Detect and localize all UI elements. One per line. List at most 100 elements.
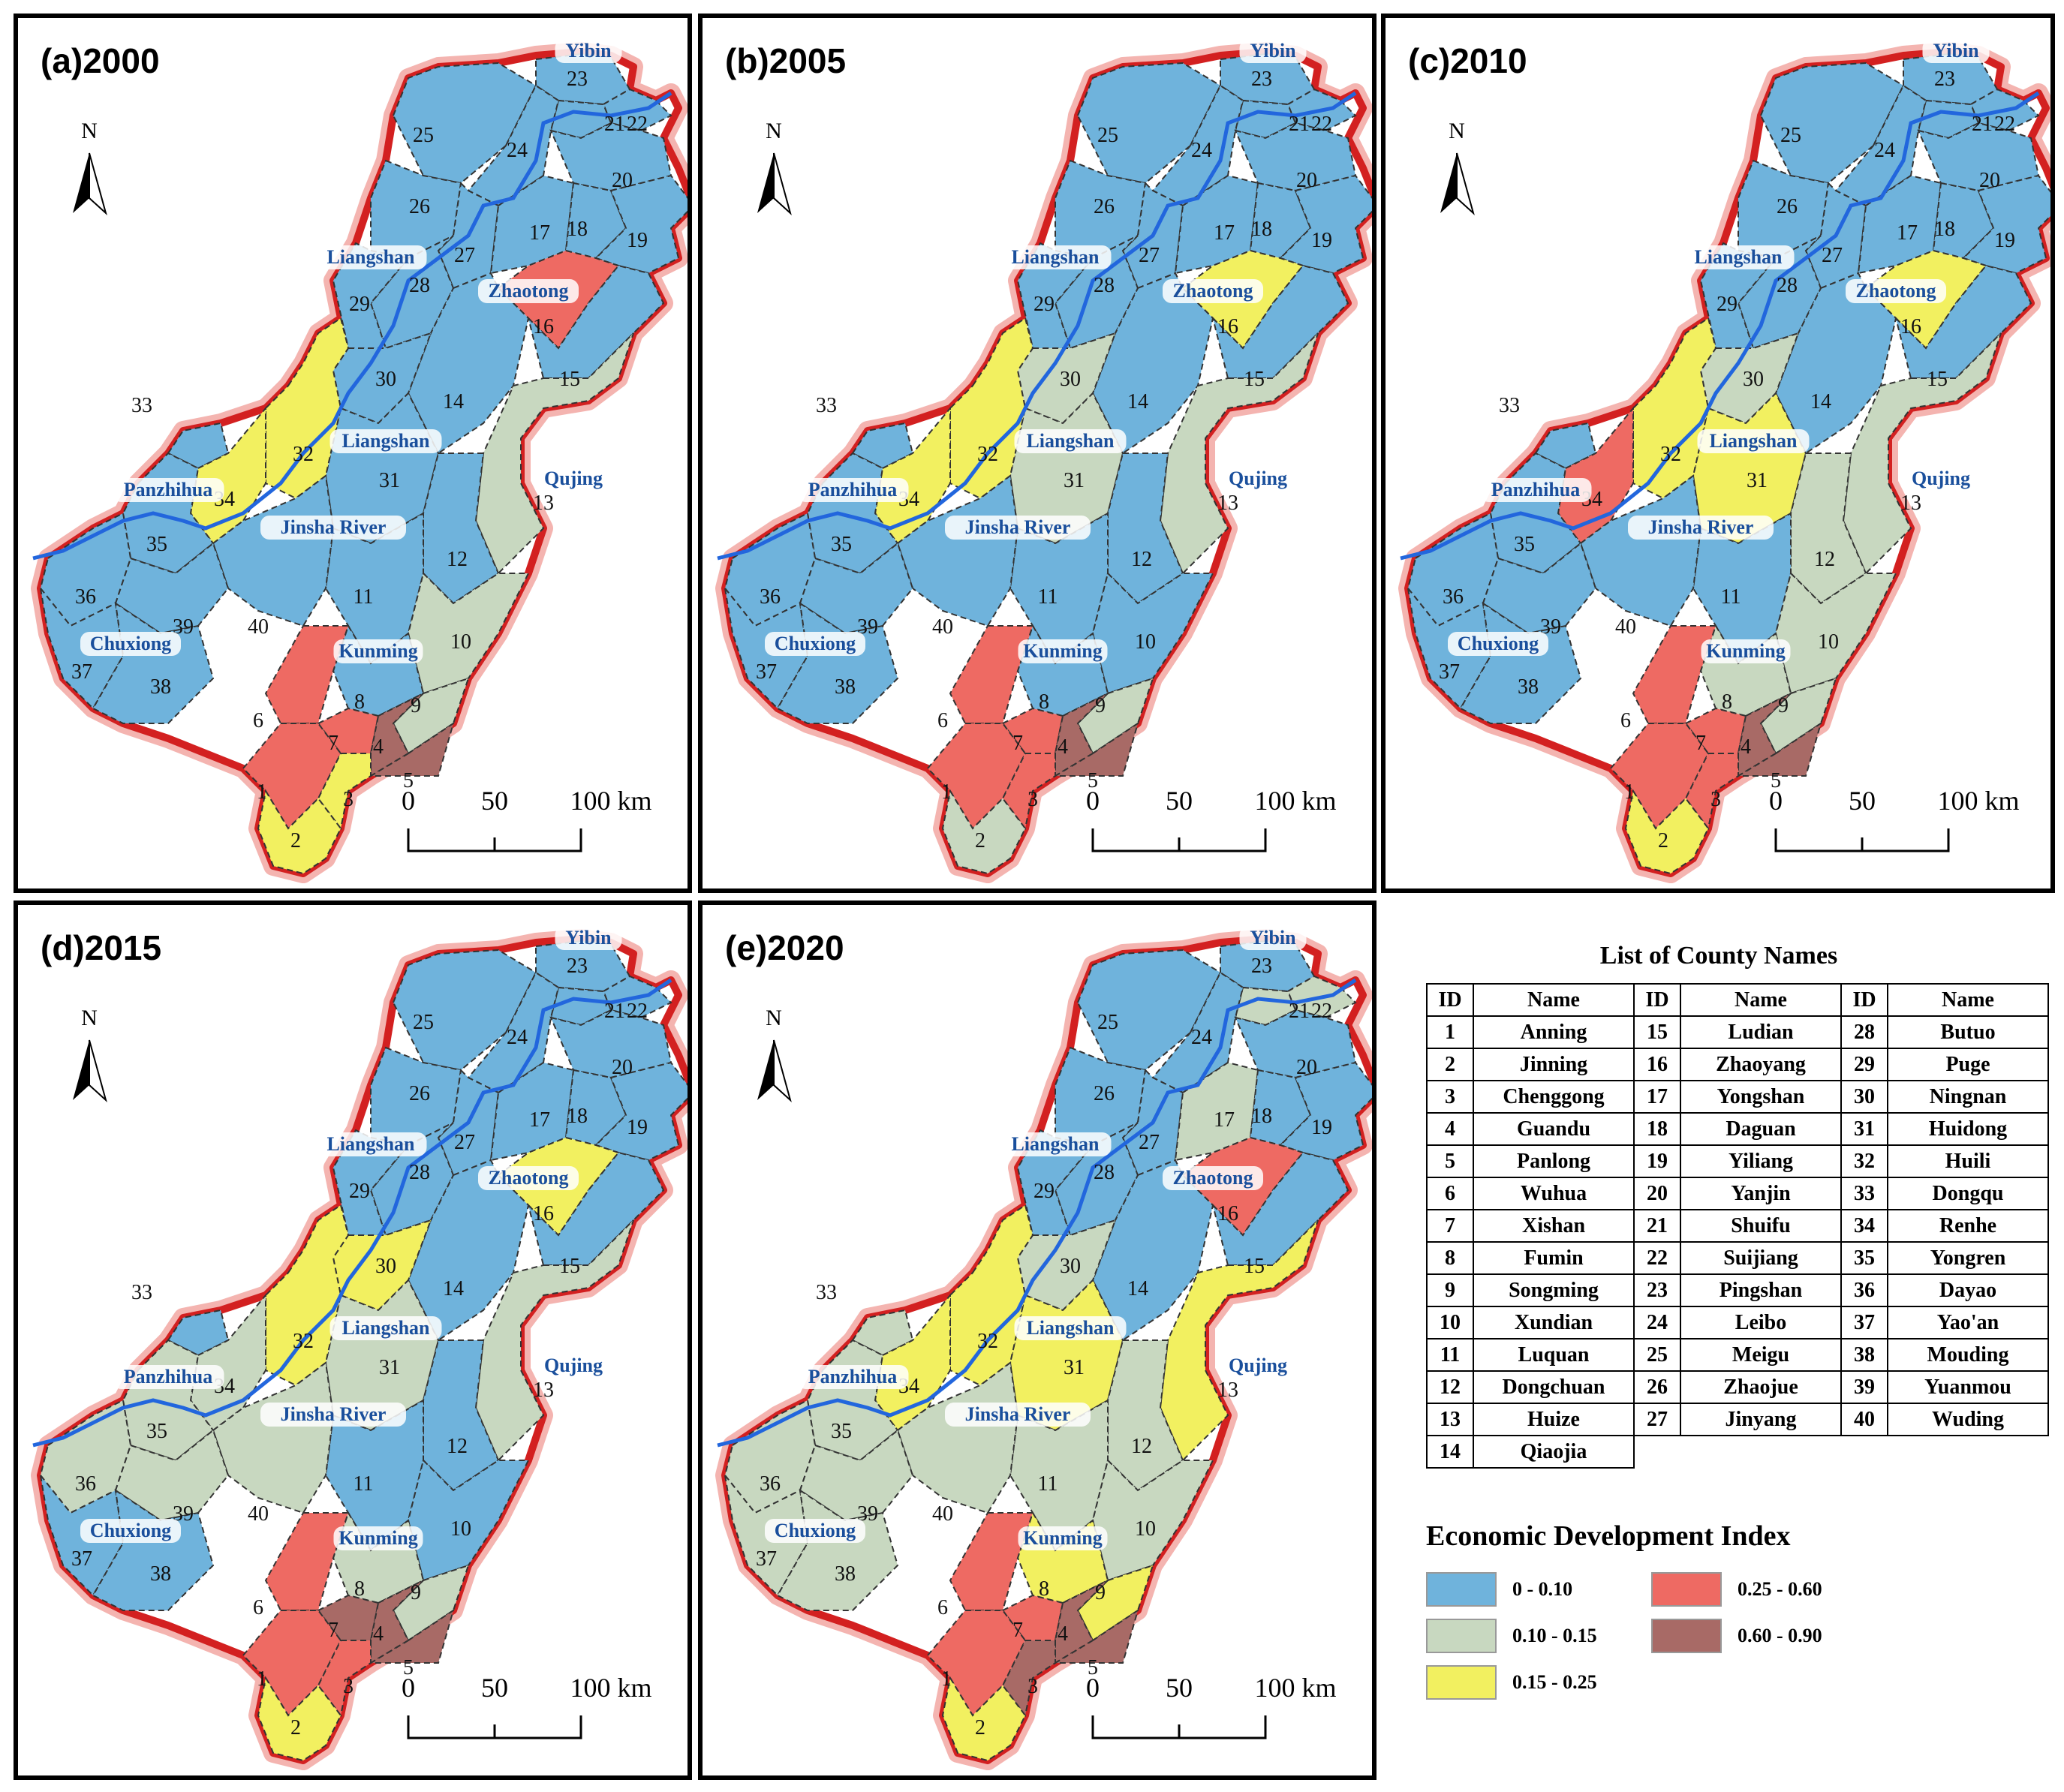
table-row: 9 Songming 23 Pingshan 36 Dayao	[1426, 1273, 2049, 1307]
county-number-36: 36	[75, 585, 96, 609]
region-label: Liangshan	[341, 1317, 430, 1339]
county-4	[1055, 1580, 1109, 1664]
county-number-38: 38	[150, 1562, 171, 1586]
county-number-32: 32	[1660, 443, 1681, 466]
county-id-cell: 9	[1426, 1273, 1474, 1307]
jinsha-river-line	[717, 91, 1357, 561]
county-33	[167, 422, 230, 470]
county-number-13: 13	[1217, 492, 1238, 515]
table-row: 7 Xishan 21 Shuifu 34 Renhe	[1426, 1209, 2049, 1243]
county-39	[799, 1429, 914, 1522]
panel-title: (b)2005	[725, 41, 847, 80]
county-name-cell: Mouding	[1887, 1338, 2049, 1372]
county-24	[1834, 84, 1927, 207]
county-number-31: 31	[379, 1356, 400, 1379]
county-number-33: 33	[816, 394, 837, 417]
county-name-cell: Butuo	[1887, 1015, 2049, 1049]
county-number-21: 21	[604, 1000, 625, 1023]
scale-label: 0	[402, 1673, 415, 1703]
county-5	[1735, 721, 1822, 777]
county-number-33: 33	[1499, 394, 1520, 417]
county-number-14: 14	[1127, 1277, 1148, 1300]
county-number-11: 11	[354, 585, 374, 609]
scale-label: 0	[402, 786, 415, 816]
county-number-27: 27	[1139, 1131, 1160, 1154]
county-number-15: 15	[559, 1255, 580, 1278]
region-label: Yibin	[565, 927, 612, 949]
county-number-15: 15	[1244, 368, 1265, 391]
county-number-6: 6	[1620, 709, 1631, 732]
county-id-cell: 30	[1840, 1080, 1888, 1114]
county-15	[1894, 264, 2032, 379]
region-label: Jinsha River	[1648, 516, 1754, 538]
county-number-19: 19	[1311, 229, 1332, 252]
county-24	[467, 84, 560, 207]
region-label-bg	[796, 1365, 909, 1389]
scale-label: 100 km	[1254, 1673, 1336, 1703]
county-number-40: 40	[932, 615, 953, 639]
county-number-7: 7	[328, 1619, 338, 1642]
region-label: Kunming	[1023, 640, 1103, 662]
county-number-38: 38	[835, 1562, 856, 1586]
county-id-cell: 1	[1426, 1015, 1474, 1049]
county-40	[212, 474, 335, 627]
county-24	[1151, 84, 1244, 207]
county-number-27: 27	[1139, 244, 1160, 267]
legend-swatch	[1426, 1572, 1497, 1607]
region-label-bg	[765, 632, 865, 656]
legend-swatch	[1426, 1665, 1497, 1700]
county-number-7: 7	[1695, 732, 1706, 755]
county-number-17: 17	[1897, 221, 1918, 245]
county-number-18: 18	[567, 218, 588, 241]
legend-swatch	[1651, 1572, 1722, 1607]
county-name-cell: Pingshan	[1680, 1273, 1842, 1307]
county-number-31: 31	[1064, 1356, 1085, 1379]
county-number-25: 25	[1780, 124, 1801, 147]
county-number-35: 35	[146, 1420, 167, 1443]
county-number-26: 26	[1777, 195, 1798, 218]
county-number-30: 30	[1060, 1255, 1081, 1278]
county-name-cell: Yongren	[1887, 1241, 2049, 1275]
scale-label: 0	[1769, 786, 1783, 816]
county-39	[114, 1429, 230, 1522]
table-row: 13 Huize 27 Jinyang 40 Wuding	[1426, 1403, 2049, 1436]
county-number-4: 4	[1058, 1622, 1068, 1646]
county-number-2: 2	[290, 1716, 301, 1739]
county-number-29: 29	[1034, 1180, 1055, 1203]
county-name-cell: Luquan	[1473, 1338, 1635, 1372]
county-number-10: 10	[450, 1517, 471, 1541]
county-id-cell: 20	[1633, 1177, 1681, 1210]
scale-label: 50	[1166, 786, 1193, 816]
county-id-cell: 34	[1840, 1209, 1888, 1243]
scale-label: 50	[481, 1673, 508, 1703]
table-header-cell: ID	[1633, 983, 1681, 1017]
region-label-bg	[314, 1132, 427, 1156]
county-number-18: 18	[1251, 1105, 1272, 1128]
county-name-cell: Zhaoyang	[1680, 1048, 1842, 1081]
region-label-bg	[1018, 639, 1108, 663]
county-number-20: 20	[1296, 1056, 1317, 1079]
legend-swatch-label: 0 - 0.10	[1512, 1578, 1573, 1600]
region-label: Yibin	[565, 40, 612, 62]
county-number-26: 26	[409, 1082, 430, 1105]
county-number-40: 40	[932, 1502, 953, 1526]
north-arrow-icon: N	[1440, 119, 1475, 216]
table-row: 5 Panlong 19 Yiliang 32 Huili	[1426, 1144, 2049, 1178]
county-number-30: 30	[375, 368, 396, 391]
region-label-bg	[1922, 39, 1990, 63]
region-label-bg	[1163, 1166, 1263, 1190]
map-panel-d: 23 22 21 25 24 20 26 27 17 18 19 28 29 16 14 15 30 13 31 32…	[14, 901, 692, 1780]
county-number-14: 14	[443, 390, 464, 413]
region-label: Panzhihua	[808, 479, 898, 501]
region-label: Jinsha River	[281, 1403, 387, 1425]
county-name-cell: Shuifu	[1680, 1209, 1842, 1243]
region-label: Zhaotong	[1856, 280, 1936, 302]
county-number-32: 32	[977, 443, 998, 466]
county-number-8: 8	[354, 1577, 365, 1601]
county-number-24: 24	[1191, 1026, 1212, 1049]
region-label-bg	[1018, 1526, 1108, 1550]
county-2	[257, 789, 342, 875]
region-label: Yibin	[1933, 40, 1979, 62]
region-label: Liangshan	[1026, 430, 1115, 452]
